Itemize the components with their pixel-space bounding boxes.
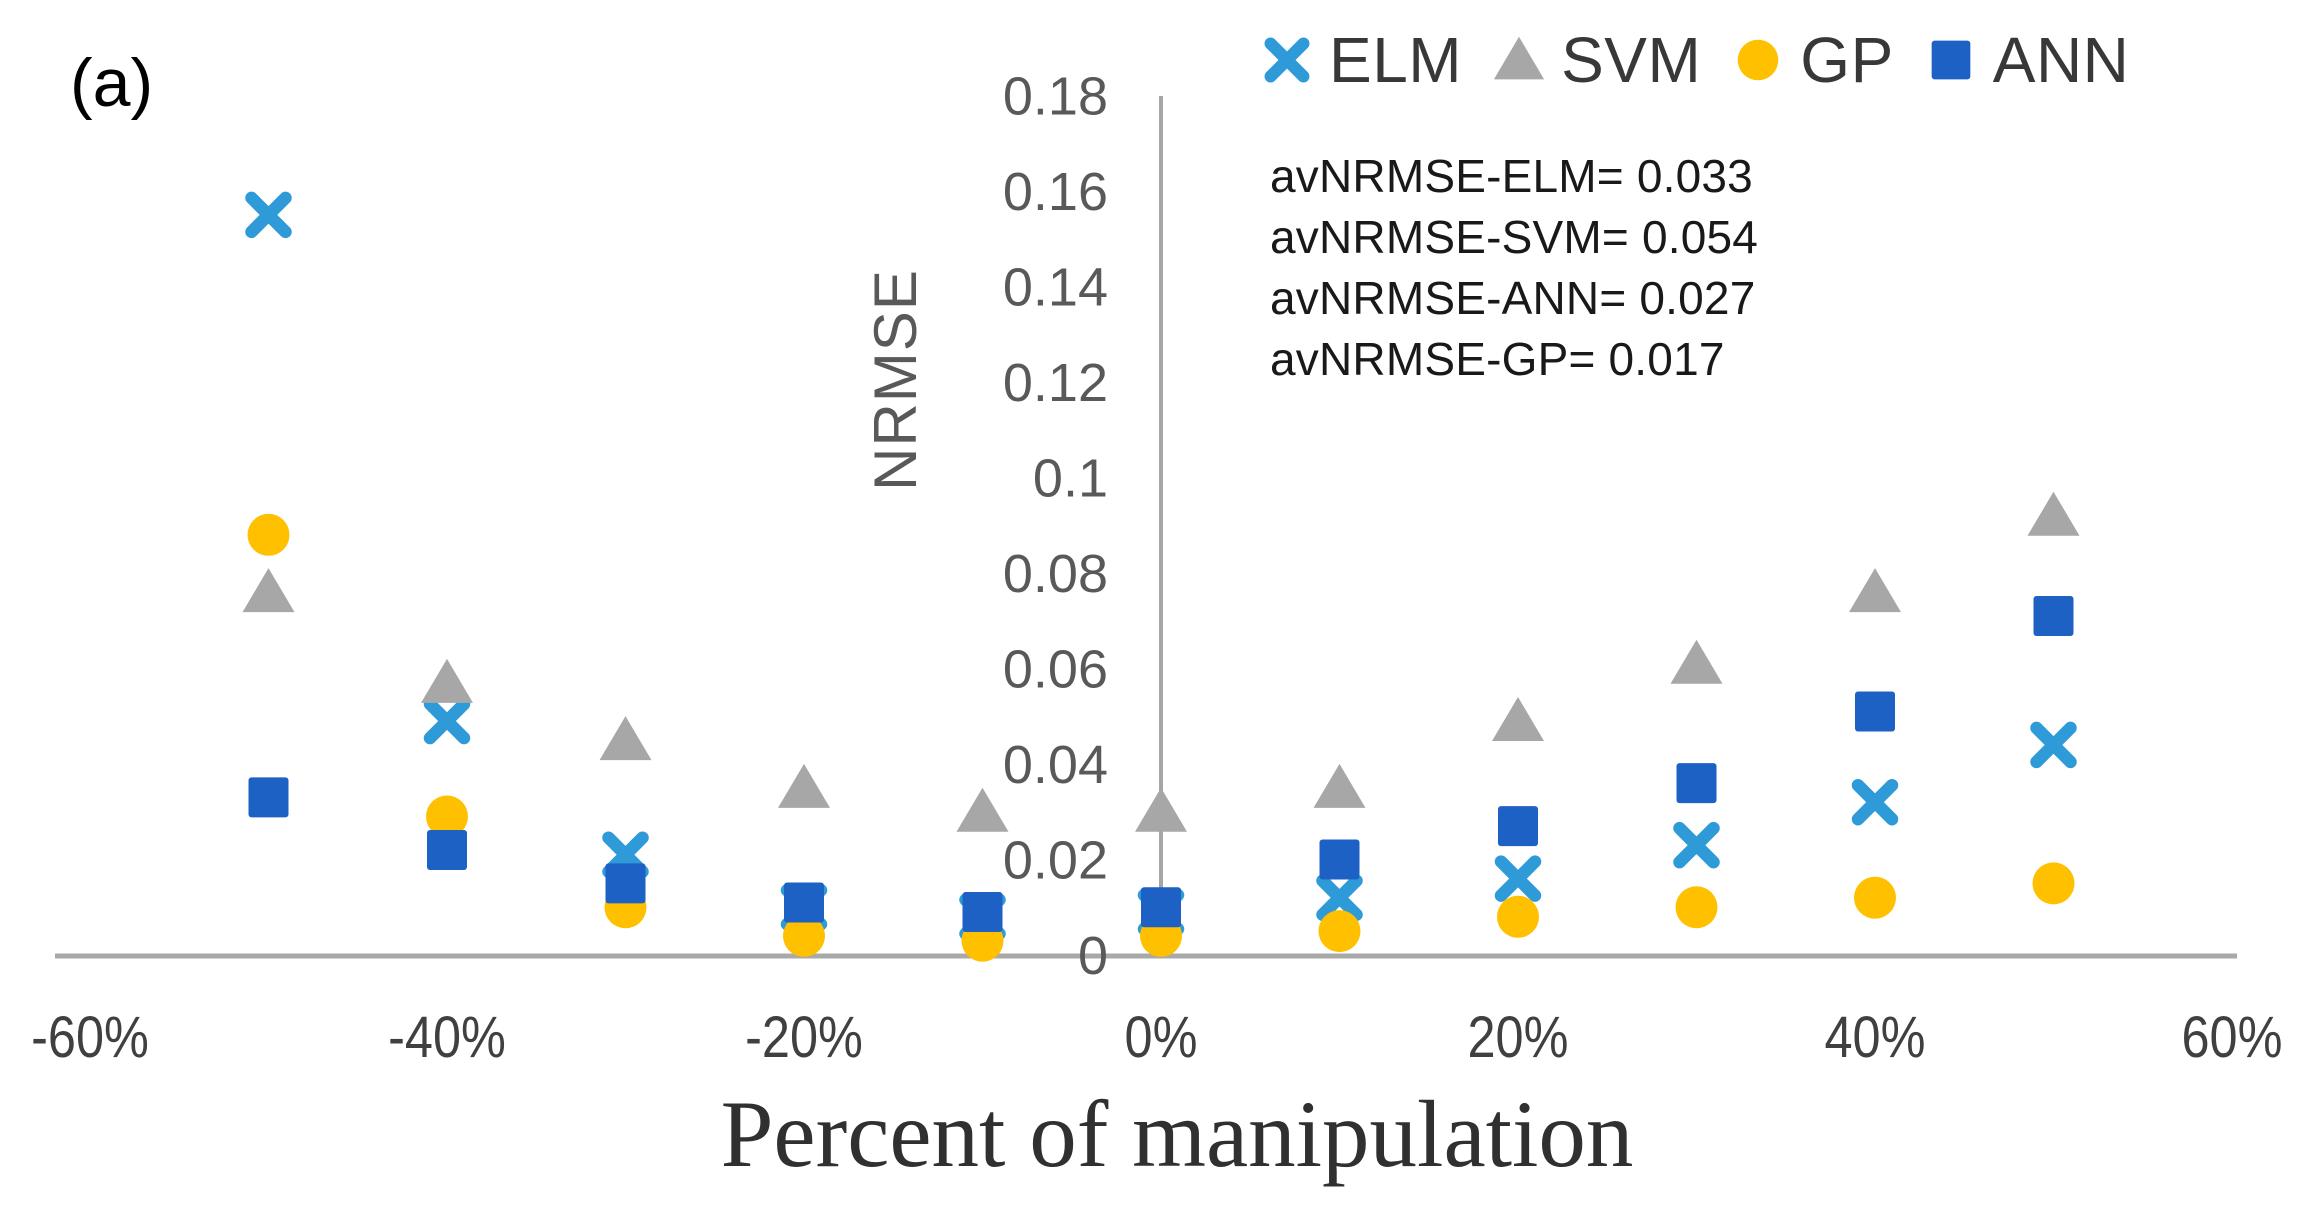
annotations: avNRMSE-ELM= 0.033 avNRMSE-SVM= 0.054 avNR… xyxy=(1270,146,1758,390)
legend-item-ann: ANN xyxy=(1922,28,2130,92)
point-elm-50 xyxy=(2030,721,2077,769)
point-gp--50 xyxy=(247,513,290,556)
point-svm--50 xyxy=(242,568,295,613)
point-ann--40 xyxy=(427,829,467,870)
y-tick-label-0: 0 xyxy=(1078,926,1108,986)
point-elm-20 xyxy=(1494,855,1542,902)
point-svm--20 xyxy=(778,763,830,808)
triangle-marker-icon xyxy=(1493,36,1545,80)
x-tick-label--40%: -40% xyxy=(388,1005,506,1070)
point-gp--40 xyxy=(426,795,468,838)
point-elm-30 xyxy=(1673,821,1720,869)
point-ann-0 xyxy=(1141,887,1181,928)
circle-marker-icon xyxy=(1737,39,1779,81)
y-tick-label-0.12: 0.12 xyxy=(1003,353,1108,413)
x-axis-title: Percent of manipulation xyxy=(721,1081,1634,1187)
point-ann-30 xyxy=(1676,763,1717,804)
point-gp-50 xyxy=(2032,862,2075,905)
x-tick-label--60%: -60% xyxy=(31,1005,149,1070)
legend-label-ann: ANN xyxy=(1992,24,2130,96)
y-axis-title: NRMSE xyxy=(862,269,929,491)
point-gp-40 xyxy=(1854,876,1896,919)
point-svm-30 xyxy=(1670,639,1723,684)
point-elm-10 xyxy=(1316,874,1363,921)
point-gp-30 xyxy=(1675,886,1718,929)
point-gp--20 xyxy=(783,914,825,957)
point-svm--10 xyxy=(956,787,1009,832)
point-ann--50 xyxy=(248,777,289,818)
point-elm--40 xyxy=(423,697,471,745)
point-svm-0 xyxy=(1135,787,1187,832)
y-tick-label-0.14: 0.14 xyxy=(1003,258,1108,318)
x-tick-label-20%: 20% xyxy=(1467,1005,1568,1070)
annotation-line-3: avNRMSE-ANN= 0.027 xyxy=(1270,272,1756,324)
y-tick-label-0.02: 0.02 xyxy=(1003,831,1108,891)
legend-label-gp: GP xyxy=(1800,24,1894,96)
legend-label-svm: SVM xyxy=(1561,24,1702,96)
data-points xyxy=(242,191,2080,962)
point-svm-20 xyxy=(1492,697,1544,742)
point-gp-20 xyxy=(1497,895,1539,938)
x-tick-label--20%: -20% xyxy=(745,1005,863,1070)
point-elm--50 xyxy=(245,191,292,239)
annotation-line-4: avNRMSE-GP= 0.017 xyxy=(1270,333,1725,385)
x-marker-icon xyxy=(1264,37,1310,83)
y-tick-label-0.04: 0.04 xyxy=(1003,735,1108,795)
point-svm-50 xyxy=(2027,491,2080,536)
point-gp-10 xyxy=(1318,910,1361,953)
point-ann-20 xyxy=(1498,806,1538,847)
annotation-line-2: avNRMSE-SVM= 0.054 xyxy=(1270,211,1759,263)
figure-label: (a) xyxy=(70,45,154,121)
legend-item-elm: ELM xyxy=(1258,28,1462,92)
y-tick-label-0.18: 0.18 xyxy=(1003,67,1108,127)
point-ann-10 xyxy=(1319,839,1360,880)
point-svm--40 xyxy=(421,658,473,703)
x-tick-label-0%: 0% xyxy=(1125,1005,1198,1070)
point-svm-40 xyxy=(1849,568,1901,613)
annotation-line-1: avNRMSE-ELM= 0.033 xyxy=(1270,150,1753,202)
point-svm--30 xyxy=(599,716,652,761)
point-svm-10 xyxy=(1313,763,1366,808)
y-tick-label-0.16: 0.16 xyxy=(1003,162,1108,222)
x-tick-label-60%: 60% xyxy=(2181,1005,2282,1070)
y-tick-label-0.1: 0.1 xyxy=(1033,449,1108,509)
x-tick-label-40%: 40% xyxy=(1824,1005,1925,1070)
point-ann-50 xyxy=(2033,595,2074,636)
legend: ELM SVM GP ANN xyxy=(1258,28,2129,92)
legend-label-elm: ELM xyxy=(1329,24,1463,96)
square-marker-icon xyxy=(1931,40,1971,80)
point-ann--20 xyxy=(784,882,824,923)
point-ann-40 xyxy=(1855,691,1895,732)
legend-item-svm: SVM xyxy=(1490,28,1701,92)
y-tick-labels: 0 0.02 0.04 0.06 0.08 0.1 0.12 0.14 0.16 0.18 xyxy=(1003,67,1108,987)
point-ann--30 xyxy=(605,863,646,904)
point-ann--10 xyxy=(962,892,1003,933)
x-tick-labels: -60% -40% -20% 0% 20% 40% 60% xyxy=(31,1005,2282,1070)
y-tick-label-0.06: 0.06 xyxy=(1003,640,1108,700)
point-elm-40 xyxy=(1851,778,1899,826)
y-tick-label-0.08: 0.08 xyxy=(1003,544,1108,604)
legend-item-gp: GP xyxy=(1729,28,1893,92)
